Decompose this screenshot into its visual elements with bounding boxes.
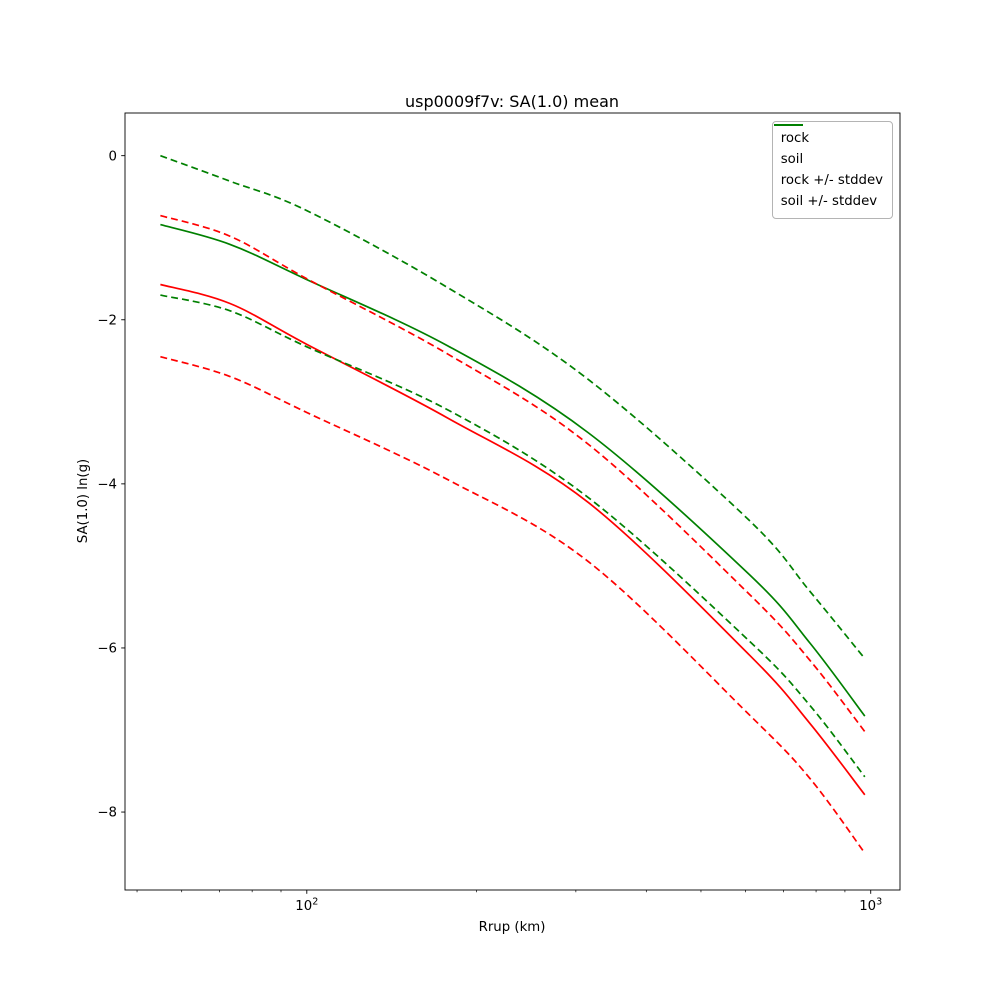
legend-label-soil: soil — [780, 152, 804, 167]
y-tick-label: −8 — [97, 806, 117, 821]
legend-item-rock: rock — [773, 124, 883, 149]
x-tick-label: 102 — [295, 897, 318, 915]
legend-line-soil-stddev — [773, 124, 803, 126]
legend-item-soil: soil — [773, 124, 883, 170]
y-axis-label: SA(1.0) ln(g) — [76, 459, 91, 543]
curve-soil-plus-stddev — [160, 154, 866, 660]
curve-soil-minus-stddev — [160, 294, 866, 778]
curve-rock-minus-stddev — [160, 355, 866, 854]
legend: rock soil rock +/- stddev soil +/- stdde… — [771, 121, 893, 219]
y-tick-label: −6 — [97, 642, 117, 657]
legend-item-soil-stddev: soil +/- stddev — [773, 124, 883, 212]
curve-rock-plus-stddev — [160, 214, 866, 733]
y-tick-label: 0 — [109, 149, 117, 164]
x-axis-label: Rrup (km) — [479, 920, 546, 935]
x-tick-label: 103 — [859, 897, 882, 915]
legend-item-rock-stddev: rock +/- stddev — [773, 124, 883, 191]
axes-frame — [124, 112, 901, 891]
legend-label-rock: rock — [780, 131, 810, 146]
curve-soil — [160, 223, 866, 717]
curve-rock — [160, 283, 866, 796]
ticks-group: 102 103 0 −2 −4 −6 −8 — [97, 149, 882, 914]
curves-group — [160, 154, 866, 854]
y-tick-label: −2 — [97, 313, 117, 328]
legend-label-soil-stddev: soil +/- stddev — [780, 194, 878, 209]
y-tick-label: −4 — [97, 477, 117, 492]
legend-label-rock-stddev: rock +/- stddev — [780, 173, 883, 188]
chart-title: usp0009f7v: SA(1.0) mean — [405, 92, 619, 111]
